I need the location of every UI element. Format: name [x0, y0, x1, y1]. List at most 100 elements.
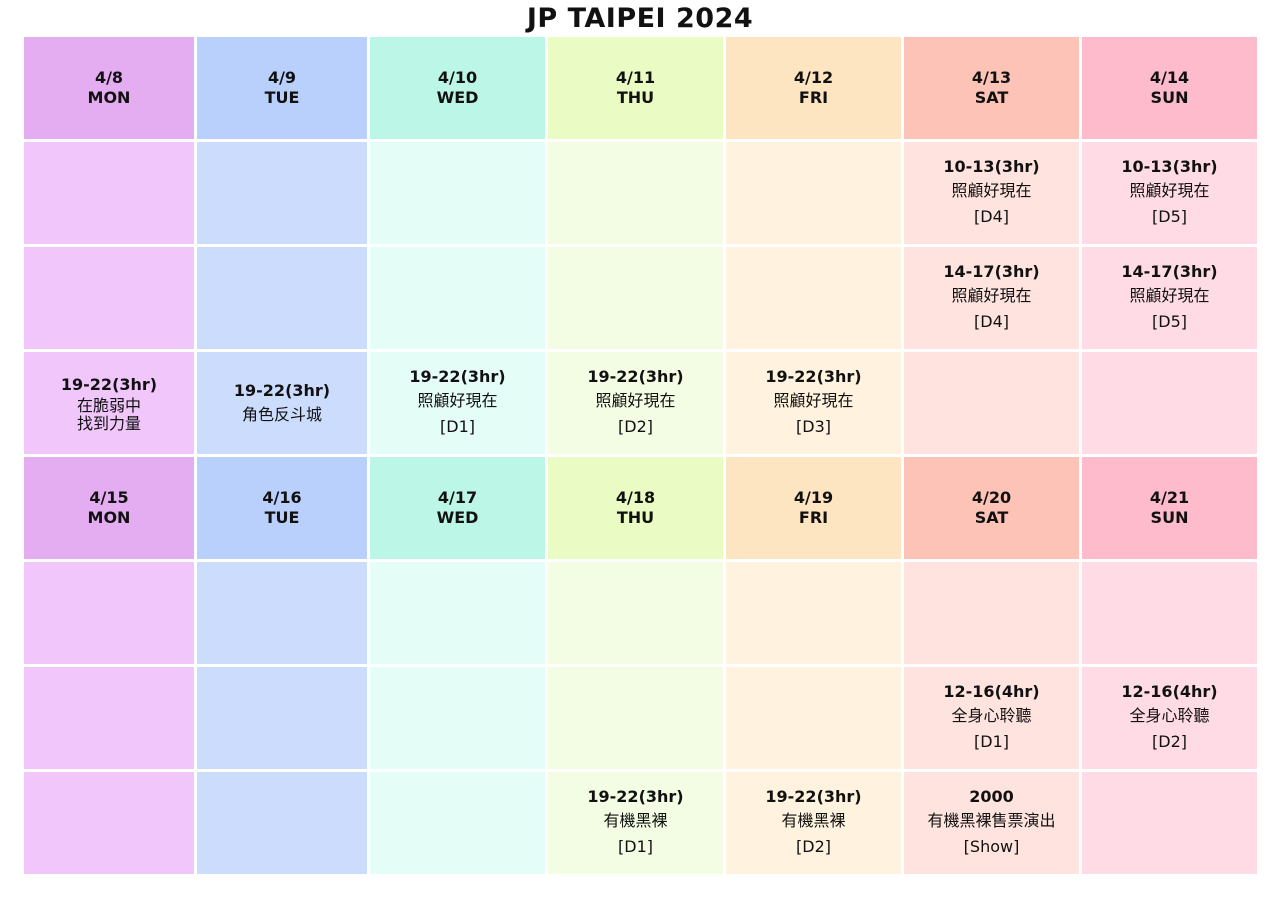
event-name: 在脆弱中 — [76, 396, 141, 415]
day-of-week: TUE — [264, 88, 300, 107]
empty-cell — [197, 667, 367, 769]
day-header: 4/9 TUE — [197, 37, 367, 139]
page-title: JP TAIPEI 2024 — [526, 3, 754, 34]
empty-cell — [726, 562, 901, 664]
empty-cell — [370, 772, 545, 874]
day-header: 4/10 WED — [370, 37, 545, 139]
day-header: 4/13 SAT — [904, 37, 1079, 139]
empty-cell — [197, 772, 367, 874]
event-name: 照顧好現在 — [595, 391, 676, 410]
event-tag: [Show] — [963, 837, 1020, 856]
day-header: 4/16 TUE — [197, 457, 367, 559]
event-tag: [D2] — [618, 417, 653, 436]
empty-cell — [726, 142, 901, 244]
day-date: 4/14 — [1149, 68, 1190, 87]
day-header: 4/20 SAT — [904, 457, 1079, 559]
event-time: 19-22(3hr) — [587, 787, 684, 806]
day-of-week: TUE — [264, 508, 300, 527]
empty-cell — [1082, 352, 1257, 454]
event-tag: [D5] — [1152, 312, 1187, 331]
event-cell[interactable]: 19-22(3hr) 有機黑裸 [D2] — [726, 772, 901, 874]
day-header: 4/8 MON — [24, 37, 194, 139]
empty-cell — [548, 667, 723, 769]
empty-cell — [24, 562, 194, 664]
event-time: 10-13(3hr) — [1121, 157, 1218, 176]
day-date: 4/17 — [437, 488, 478, 507]
day-header: 4/14 SUN — [1082, 37, 1257, 139]
day-of-week: SAT — [974, 88, 1009, 107]
empty-cell — [197, 247, 367, 349]
empty-cell — [1082, 772, 1257, 874]
empty-cell — [24, 667, 194, 769]
day-header: 4/12 FRI — [726, 37, 901, 139]
event-cell[interactable]: 19-22(3hr) 照顧好現在 [D3] — [726, 352, 901, 454]
event-time: 19-22(3hr) — [60, 375, 158, 394]
day-header: 4/11 THU — [548, 37, 723, 139]
event-name: 全身心聆聽 — [1129, 706, 1210, 725]
event-tag: [D4] — [974, 312, 1009, 331]
event-cell[interactable]: 12-16(4hr) 全身心聆聽 [D2] — [1082, 667, 1257, 769]
day-of-week: WED — [436, 508, 479, 527]
empty-cell — [24, 142, 194, 244]
empty-cell — [1082, 562, 1257, 664]
event-tag: [D3] — [796, 417, 831, 436]
empty-cell — [24, 247, 194, 349]
event-cell[interactable]: 19-22(3hr) 照顧好現在 [D1] — [370, 352, 545, 454]
day-date: 4/15 — [89, 488, 129, 507]
event-name: 有機黑裸 — [781, 811, 846, 830]
empty-cell — [548, 142, 723, 244]
event-time: 19-22(3hr) — [587, 367, 684, 386]
day-date: 4/19 — [793, 488, 834, 507]
day-of-week: SUN — [1150, 88, 1189, 107]
event-cell[interactable]: 14-17(3hr) 照顧好現在 [D5] — [1082, 247, 1257, 349]
event-tag: [D1] — [440, 417, 475, 436]
event-time: 12-16(4hr) — [943, 682, 1040, 701]
event-name: 有機黑裸售票演出 — [927, 811, 1056, 830]
event-name: 照顧好現在 — [773, 391, 854, 410]
empty-cell — [726, 247, 901, 349]
event-time: 19-22(3hr) — [409, 367, 506, 386]
event-time: 14-17(3hr) — [1121, 262, 1218, 281]
day-date: 4/16 — [262, 488, 302, 507]
event-cell[interactable]: 19-22(3hr) 照顧好現在 [D2] — [548, 352, 723, 454]
event-cell[interactable]: 19-22(3hr) 有機黑裸 [D1] — [548, 772, 723, 874]
day-date: 4/9 — [267, 68, 297, 87]
event-tag: [D1] — [974, 732, 1009, 751]
day-header: 4/18 THU — [548, 457, 723, 559]
event-name: 角色反斗城 — [241, 405, 322, 424]
day-date: 4/18 — [615, 488, 656, 507]
event-cell[interactable]: 10-13(3hr) 照顧好現在 [D5] — [1082, 142, 1257, 244]
event-name: 照顧好現在 — [951, 286, 1032, 305]
day-header: 4/15 MON — [24, 457, 194, 559]
empty-cell — [370, 562, 545, 664]
day-of-week: FRI — [798, 508, 829, 527]
event-cell[interactable]: 19-22(3hr) 角色反斗城 — [197, 352, 367, 454]
event-tag: [D4] — [974, 207, 1009, 226]
empty-cell — [370, 142, 545, 244]
day-header: 4/19 FRI — [726, 457, 901, 559]
event-time: 19-22(3hr) — [233, 381, 331, 400]
event-cell[interactable]: 19-22(3hr) 在脆弱中 找到力量 — [24, 352, 194, 454]
event-cell[interactable]: 2000 有機黑裸售票演出 [Show] — [904, 772, 1079, 874]
day-date: 4/11 — [615, 68, 656, 87]
event-name: 照顧好現在 — [951, 181, 1032, 200]
event-name: 照顧好現在 — [417, 391, 498, 410]
day-date: 4/20 — [971, 488, 1012, 507]
event-cell[interactable]: 14-17(3hr) 照顧好現在 [D4] — [904, 247, 1079, 349]
event-time: 2000 — [969, 787, 1014, 806]
empty-cell — [370, 247, 545, 349]
empty-cell — [24, 772, 194, 874]
event-name: 照顧好現在 — [1129, 286, 1210, 305]
empty-cell — [197, 562, 367, 664]
day-date: 4/8 — [94, 68, 124, 87]
empty-cell — [726, 667, 901, 769]
empty-cell — [548, 562, 723, 664]
event-time: 12-16(4hr) — [1121, 682, 1218, 701]
event-name: 照顧好現在 — [1129, 181, 1210, 200]
day-of-week: THU — [616, 88, 655, 107]
event-cell[interactable]: 12-16(4hr) 全身心聆聽 [D1] — [904, 667, 1079, 769]
day-header: 4/21 SUN — [1082, 457, 1257, 559]
event-cell[interactable]: 10-13(3hr) 照顧好現在 [D4] — [904, 142, 1079, 244]
event-time: 10-13(3hr) — [943, 157, 1040, 176]
day-date: 4/21 — [1149, 488, 1190, 507]
